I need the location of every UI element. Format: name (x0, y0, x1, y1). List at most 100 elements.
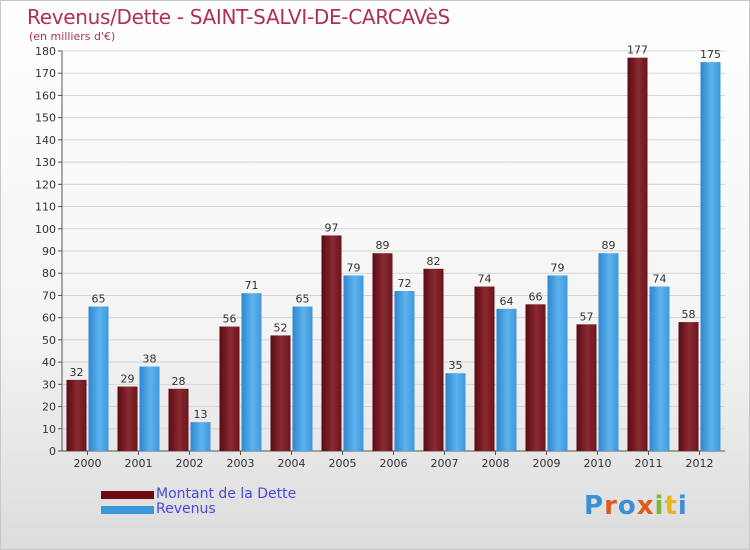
bar-revenus (649, 286, 670, 451)
y-tick-label: 60 (42, 312, 56, 325)
data-label-dette: 56 (223, 313, 237, 326)
x-tick-label: 2005 (329, 457, 357, 470)
x-tick-label: 2007 (431, 457, 459, 470)
bar-dette (576, 324, 597, 451)
bar-chart: 0 10 20 30 40 50 60 70 80 90 100 110 120 130 140 150 160… (35, 44, 725, 470)
x-tick-label: 2006 (380, 457, 408, 470)
y-tick-label: 50 (42, 334, 56, 347)
legend-item-revenus: Revenus (101, 502, 296, 517)
logo-letter: P (584, 491, 605, 521)
x-tick-label: 2009 (533, 457, 561, 470)
logo-letter: t (664, 491, 678, 521)
y-tick-label: 100 (35, 223, 56, 236)
y-tick-label: 160 (35, 89, 56, 102)
bar-revenus (547, 275, 568, 451)
chart-title: Revenus/Dette - SAINT-SALVI-DE-CARCAVèS (27, 5, 450, 29)
bar-dette (423, 268, 444, 451)
y-tick-label: 10 (42, 423, 56, 436)
data-label-revenus: 38 (143, 353, 157, 366)
data-label-dette: 52 (274, 321, 288, 334)
y-tick-label: 170 (35, 67, 56, 80)
data-label-revenus: 89 (602, 239, 616, 252)
data-label-dette: 97 (325, 221, 339, 234)
y-tick-label: 120 (35, 178, 56, 191)
y-tick-label: 110 (35, 201, 56, 214)
bar-dette (525, 304, 546, 451)
y-tick-label: 40 (42, 356, 56, 369)
y-tick-label: 20 (42, 401, 56, 414)
x-tick-label: 2004 (278, 457, 306, 470)
x-tick-label: 2011 (635, 457, 663, 470)
logo-letter: i (677, 491, 688, 521)
legend-swatch-dette (101, 490, 154, 499)
data-label-revenus: 72 (398, 277, 412, 290)
bar-dette (270, 335, 291, 451)
y-tick-label: 130 (35, 156, 56, 169)
data-label-dette: 28 (172, 375, 186, 388)
logo-letter: x (636, 491, 655, 521)
y-tick-label: 30 (42, 378, 56, 391)
legend: Montant de la Dette Revenus (101, 487, 296, 517)
x-tick-label: 2012 (686, 457, 714, 470)
x-tick-label: 2008 (482, 457, 510, 470)
legend-label-revenus: Revenus (156, 501, 216, 517)
bar-revenus (700, 62, 721, 451)
data-label-revenus: 79 (551, 261, 565, 274)
bar-revenus (445, 373, 466, 451)
data-label-dette: 58 (682, 308, 696, 321)
data-label-dette: 66 (529, 290, 543, 303)
chart-subtitle: (en milliers d'€) (29, 30, 116, 43)
bar-dette (168, 388, 189, 451)
data-label-revenus: 175 (700, 48, 721, 61)
bar-revenus (598, 253, 619, 451)
bar-revenus (343, 275, 364, 451)
data-label-revenus: 35 (449, 359, 463, 372)
bar-dette (321, 235, 342, 451)
y-tick-label: 0 (49, 445, 56, 458)
data-label-revenus: 74 (653, 273, 667, 286)
y-tick-label: 80 (42, 267, 56, 280)
y-tick-label: 90 (42, 245, 56, 258)
data-label-revenus: 64 (500, 295, 514, 308)
bar-revenus (139, 366, 160, 451)
data-label-dette: 57 (580, 310, 594, 323)
x-tick-label: 2010 (584, 457, 612, 470)
data-label-revenus: 79 (347, 261, 361, 274)
bar-dette (474, 286, 495, 451)
data-label-dette: 177 (627, 44, 648, 57)
data-label-dette: 89 (376, 239, 390, 252)
data-label-revenus: 13 (194, 408, 208, 421)
bar-revenus (88, 306, 109, 451)
x-tick-label: 2000 (74, 457, 102, 470)
logo-letter: r (604, 491, 618, 521)
data-label-dette: 29 (121, 373, 135, 386)
x-tick-label: 2001 (125, 457, 153, 470)
bar-revenus (292, 306, 313, 451)
legend-label-dette: Montant de la Dette (156, 486, 297, 502)
legend-item-dette: Montant de la Dette (101, 487, 296, 502)
data-labels: 32 65 29 38 28 13 56 71 52 65 97 79 89 72 82 35 74 64 66 79… (70, 44, 722, 421)
bar-revenus (496, 308, 517, 451)
y-tick-label: 140 (35, 134, 56, 147)
bar-revenus (190, 422, 211, 451)
data-label-revenus: 65 (296, 293, 310, 306)
bars (66, 57, 721, 452)
data-label-dette: 74 (478, 273, 492, 286)
bar-revenus (394, 291, 415, 451)
bar-dette (372, 253, 393, 451)
data-label-revenus: 71 (245, 279, 259, 292)
data-label-revenus: 65 (92, 293, 106, 306)
axes: 0 10 20 30 40 50 60 70 80 90 100 110 120 130 140 150 160… (35, 45, 725, 470)
proxiti-logo: Proxiti (584, 491, 688, 521)
y-tick-label: 70 (42, 289, 56, 302)
grid-lines (62, 50, 725, 430)
x-tick-label: 2002 (176, 457, 204, 470)
bar-dette (219, 326, 240, 451)
bar-dette (66, 379, 87, 451)
bar-dette (627, 57, 648, 452)
legend-swatch-revenus (101, 505, 154, 514)
data-label-dette: 32 (70, 366, 84, 379)
y-tick-label: 180 (35, 45, 56, 58)
logo-letter: o (617, 491, 637, 521)
